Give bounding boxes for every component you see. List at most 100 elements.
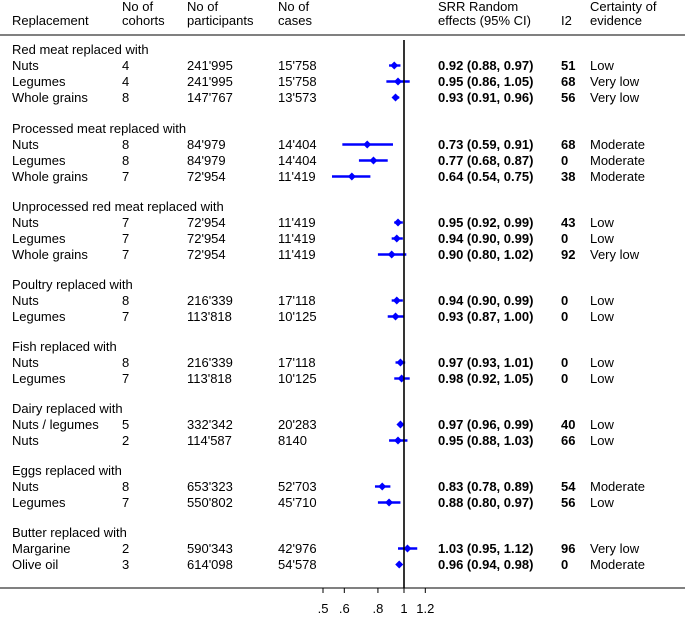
row-cohorts: 7 [122, 247, 129, 262]
table-row: Nuts 8 653'323 52'703 0.83 (0.78, 0.89) 54 Mod… [12, 479, 645, 494]
row-certainty: Low [590, 309, 614, 324]
row-effect: 1.03 (0.95, 1.12) [438, 541, 533, 556]
row-cases: 15'758 [278, 58, 317, 73]
table-row: Legumes 8 84'979 14'404 0.77 (0.68, 0.87) 0 Mo… [12, 153, 645, 168]
row-participants: 113'818 [187, 371, 232, 386]
row-label: Nuts [12, 58, 39, 73]
header-certainty-line1: Certainty of [590, 0, 657, 14]
row-cases: 13'573 [278, 90, 317, 105]
row-cases: 17'118 [278, 293, 316, 308]
row-label: Legumes [12, 309, 66, 324]
row-participants: 84'979 [187, 153, 226, 168]
row-participants: 216'339 [187, 355, 233, 370]
point-estimate-marker [394, 218, 403, 227]
header-replacement: Replacement [12, 13, 89, 28]
row-participants: 72'954 [187, 215, 226, 230]
row-cohorts: 8 [122, 293, 129, 308]
group-title: Poultry replaced with [12, 277, 133, 292]
table-row: Legumes 7 113'818 10'125 0.98 (0.92, 1.05) 0 L… [12, 371, 614, 386]
row-i2: 0 [561, 557, 568, 572]
row-certainty: Moderate [590, 479, 645, 494]
table-row: Legumes 7 550'802 45'710 0.88 (0.80, 0.97) 56… [12, 495, 614, 510]
row-cases: 54'578 [278, 557, 317, 572]
row-cohorts: 7 [122, 169, 129, 184]
table-row: Olive oil 3 614'098 54'578 0.96 (0.94, 0.98)… [12, 557, 645, 572]
row-effect: 0.64 (0.54, 0.75) [438, 169, 533, 184]
row-cohorts: 5 [122, 417, 129, 432]
row-participants: 216'339 [187, 293, 233, 308]
row-participants: 72'954 [187, 231, 226, 246]
header-cohorts-line2: cohorts [122, 13, 165, 28]
row-cohorts: 4 [122, 58, 129, 73]
point-estimate-marker [378, 482, 387, 491]
point-estimate-marker [394, 436, 403, 445]
row-effect: 0.97 (0.96, 0.99) [438, 417, 533, 432]
row-effect: 0.93 (0.91, 0.96) [438, 90, 533, 105]
group-title: Unprocessed red meat replaced with [12, 199, 224, 214]
point-estimate-marker [403, 544, 412, 553]
row-certainty: Moderate [590, 557, 645, 572]
row-certainty: Very low [590, 247, 640, 262]
row-label: Legumes [12, 231, 66, 246]
table-row: Nuts / legumes 5 332'342 20'283 0.97 (0.96, … [12, 417, 614, 432]
row-cases: 45'710 [278, 495, 317, 510]
row-label: Nuts [12, 433, 39, 448]
row-cohorts: 8 [122, 137, 129, 152]
row-i2: 96 [561, 541, 575, 556]
header-effect-line1: SRR Random [438, 0, 518, 14]
row-label: Nuts [12, 293, 39, 308]
row-effect: 0.94 (0.90, 0.99) [438, 231, 533, 246]
point-estimate-marker [392, 296, 401, 305]
header-cases-line2: cases [278, 13, 312, 28]
row-label: Whole grains [12, 90, 88, 105]
row-effect: 0.94 (0.90, 0.99) [438, 293, 533, 308]
row-i2: 51 [561, 58, 575, 73]
row-cases: 8140 [278, 433, 307, 448]
row-certainty: Low [590, 58, 614, 73]
row-participants: 147'767 [187, 90, 233, 105]
row-effect: 0.92 (0.88, 0.97) [438, 58, 533, 73]
row-participants: 332'342 [187, 417, 233, 432]
table-row: Whole grains 7 72'954 11'419 0.64 (0.54, 0.7… [12, 169, 645, 184]
row-effect: 0.90 (0.80, 1.02) [438, 247, 533, 262]
row-cohorts: 2 [122, 433, 129, 448]
row-certainty: Very low [590, 541, 640, 556]
table-row: Legumes 7 72'954 11'419 0.94 (0.90, 0.99) 0 Lo… [12, 231, 614, 246]
table-row: Whole grains 7 72'954 11'419 0.90 (0.80, 1.0… [12, 247, 640, 262]
row-i2: 68 [561, 74, 575, 89]
row-i2: 68 [561, 137, 575, 152]
row-participants: 113'818 [187, 309, 232, 324]
row-label: Nuts [12, 137, 39, 152]
row-effect: 0.83 (0.78, 0.89) [438, 479, 533, 494]
point-estimate-marker [396, 358, 405, 367]
group-title: Butter replaced with [12, 525, 127, 540]
point-estimate-marker [396, 420, 405, 429]
header-i2: I2 [561, 13, 572, 28]
x-tick-label: 1.2 [416, 601, 434, 616]
row-cases: 20'283 [278, 417, 317, 432]
table-row: Margarine 2 590'343 42'976 1.03 (0.95, 1.12)… [12, 541, 640, 556]
row-cohorts: 8 [122, 90, 129, 105]
row-i2: 92 [561, 247, 575, 262]
row-cohorts: 8 [122, 355, 129, 370]
header-certainty-line2: evidence [590, 13, 642, 28]
row-participants: 84'979 [187, 137, 226, 152]
row-label: Legumes [12, 74, 66, 89]
row-certainty: Low [590, 231, 614, 246]
row-effect: 0.93 (0.87, 1.00) [438, 309, 533, 324]
row-effect: 0.88 (0.80, 0.97) [438, 495, 533, 510]
group-title: Fish replaced with [12, 339, 117, 354]
row-certainty: Very low [590, 74, 640, 89]
x-tick-label: 1 [400, 601, 407, 616]
row-label: Nuts / legumes [12, 417, 99, 432]
group-title: Red meat replaced with [12, 42, 149, 57]
header-cases-line1: No of [278, 0, 309, 14]
row-participants: 241'995 [187, 58, 233, 73]
table-row: Nuts 8 216'339 17'118 0.94 (0.90, 0.99) 0 Low [12, 293, 614, 308]
